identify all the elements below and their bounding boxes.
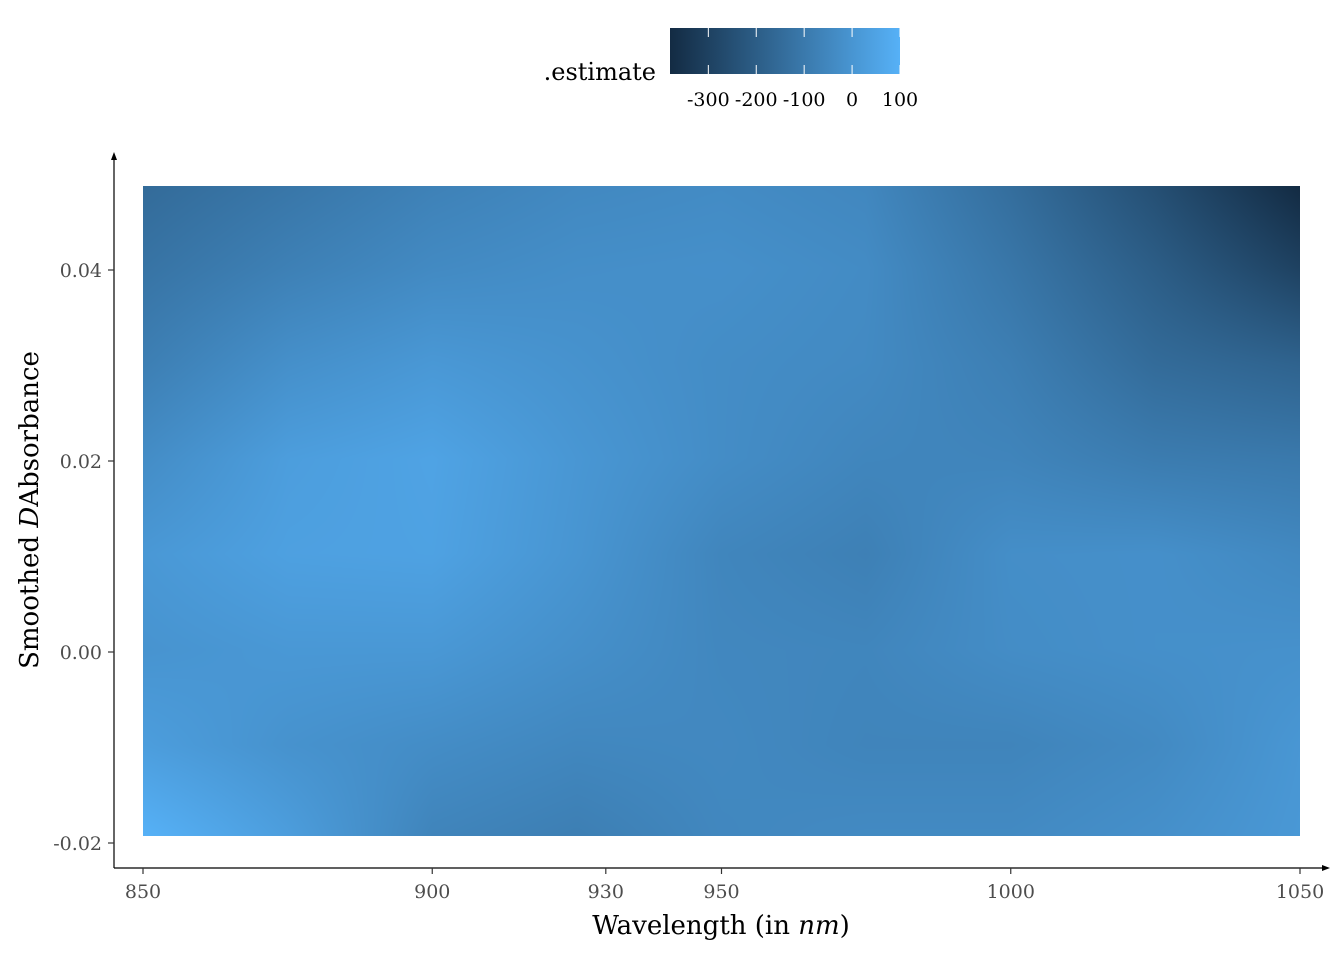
legend-label: -100 <box>783 89 826 111</box>
legend-title: .estimate <box>544 58 656 86</box>
x-tick-label: 1050 <box>1276 881 1324 903</box>
x-axis-title: Wavelength (in nm) <box>592 911 850 941</box>
axes: 850 900 930 950 1000 1050 -0.02 0.00 0.02 0.04 <box>53 152 1330 903</box>
x-tick-label: 950 <box>703 881 739 903</box>
x-axis-title-suffix: ) <box>840 911 850 941</box>
y-axis-title-prefix: Smoothed <box>15 528 45 669</box>
x-axis-arrow-icon <box>1322 865 1330 871</box>
x-axis-title-prefix: Wavelength (in <box>592 911 798 941</box>
heatmap-canvas <box>143 186 1300 836</box>
y-tick-label: 0.00 <box>60 642 102 664</box>
y-axis-arrow-icon <box>111 152 117 160</box>
x-tick-label: 900 <box>414 881 450 903</box>
y-tick-label: 0.02 <box>60 451 102 473</box>
y-axis-ticks: -0.02 0.00 0.02 0.04 <box>53 260 114 855</box>
y-axis-title-suffix: Absorbance <box>15 351 45 508</box>
legend-label: -200 <box>735 89 778 111</box>
x-tick-label: 1000 <box>987 881 1035 903</box>
legend-ticks: -300 -200 -100 0 100 <box>687 28 918 111</box>
legend-label: -300 <box>687 89 730 111</box>
y-tick-label: 0.04 <box>60 260 102 282</box>
legend-colorbar <box>670 28 900 74</box>
legend: .estimate -300 -200 -100 0 100 <box>544 28 918 111</box>
x-tick-label: 930 <box>588 881 624 903</box>
y-axis-title-var: D <box>15 507 45 529</box>
y-axis-title: Smoothed DAbsorbance <box>15 351 45 669</box>
heatmap-region <box>143 186 1300 836</box>
legend-label: 100 <box>882 89 918 111</box>
x-tick-label: 850 <box>125 881 161 903</box>
legend-label: 0 <box>846 89 858 111</box>
x-axis-ticks: 850 900 930 950 1000 1050 <box>125 868 1324 903</box>
x-axis-title-var: nm <box>798 911 839 941</box>
y-tick-label: -0.02 <box>53 833 102 855</box>
